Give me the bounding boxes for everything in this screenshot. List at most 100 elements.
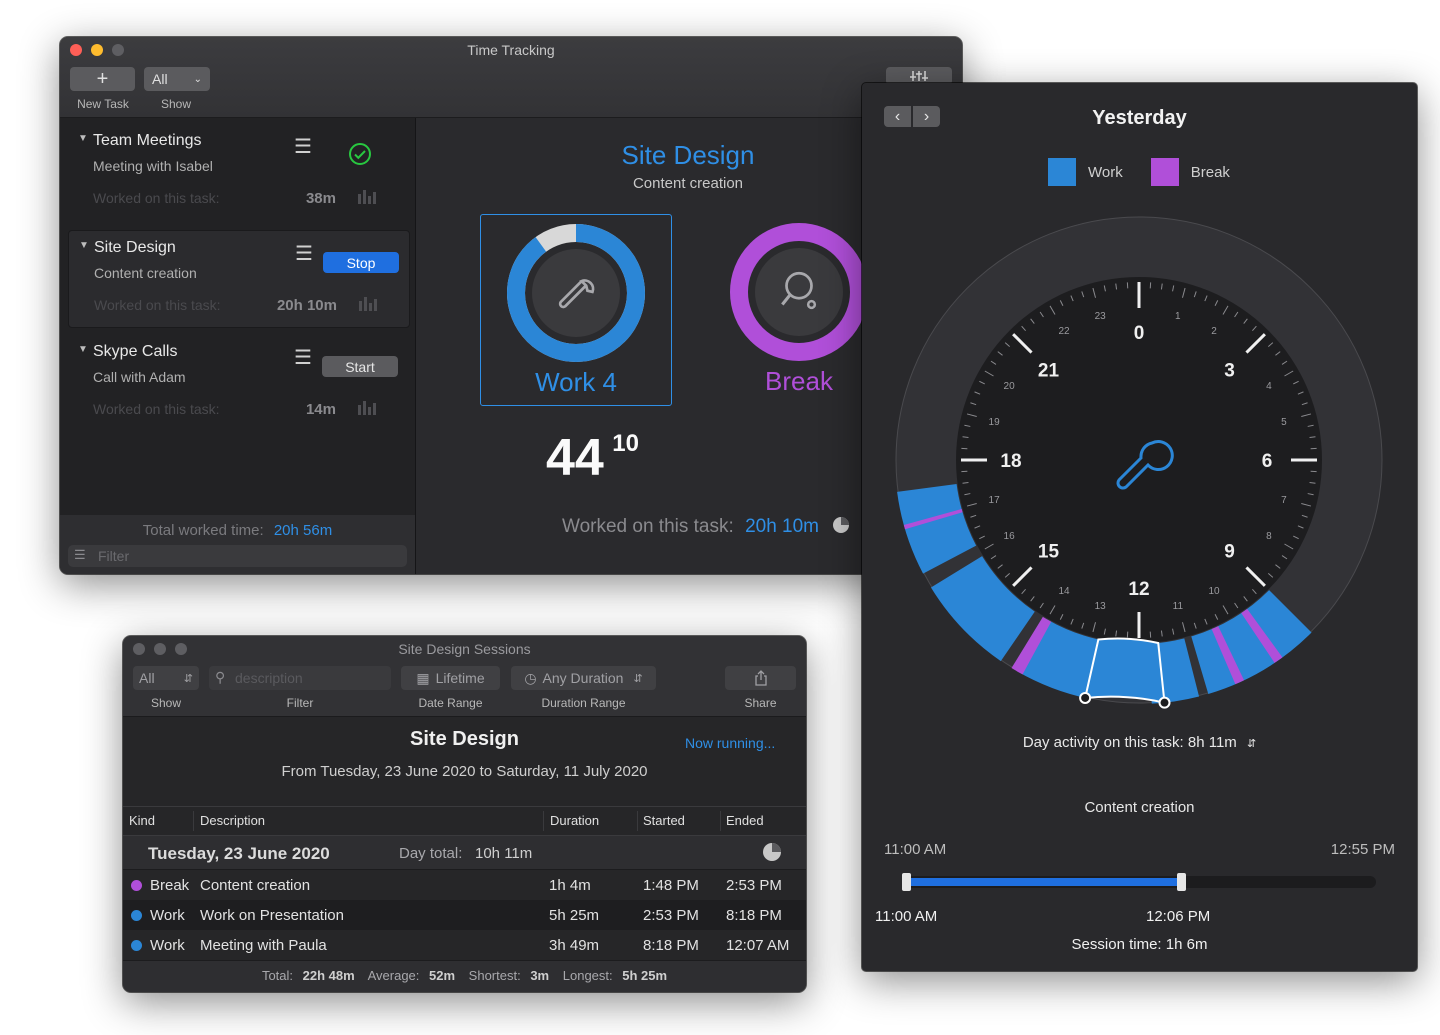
task-duration: 20h 10m [276,297,337,314]
pie-chart-icon[interactable] [762,842,782,862]
show-select[interactable]: All ⇵ [133,666,199,690]
disclosure-triangle-icon[interactable]: ▼ [78,133,88,144]
task-name: Site Design [94,239,176,256]
clock-tick [970,402,977,406]
menu-icon[interactable]: ☰ [294,136,312,158]
slider-handle-end[interactable] [1176,873,1186,891]
description-filter[interactable]: ⚲ description [209,666,391,690]
table-row[interactable]: Work Meeting with Paula 3h 49m 8:18 PM 1… [123,930,806,960]
column-started[interactable]: Started [643,813,685,828]
column-kind[interactable]: Kind [129,813,156,828]
popover-title: Yesterday [1092,107,1187,129]
mixer-button[interactable] [886,67,952,85]
checkmark-icon[interactable] [348,142,372,166]
session-start-handle[interactable] [1158,696,1171,709]
date-range-button[interactable]: ▦ Lifetime [401,666,500,690]
work-tile[interactable]: Work 4 [480,214,672,406]
activity-segment[interactable] [1241,608,1283,663]
task-item[interactable]: ▼ Team Meetings Meeting with Isabel ☰ Wo… [68,124,408,220]
task-item[interactable]: ▼ Skype Calls Call with Adam ☰ Start Wor… [68,335,408,431]
previous-day-button[interactable]: ‹ [884,106,911,127]
cell-description: Content creation [200,877,311,894]
cell-duration: 3h 49m [549,937,600,954]
table-row[interactable]: Break Content creation 1h 4m 1:48 PM 2:5… [123,870,806,900]
show-select[interactable]: All ⌄ [144,67,210,91]
column-ended[interactable]: Ended [726,813,764,828]
day-total-value: 10h 11m [475,845,533,862]
share-button[interactable] [725,666,796,690]
activity-segment[interactable] [903,509,963,530]
start-button[interactable]: Start [322,356,398,377]
activity-segment[interactable] [1011,616,1052,675]
column-divider [720,811,721,831]
stop-button[interactable]: Stop [323,252,399,273]
search-icon: ⚲ [215,669,226,685]
kind-dot [131,880,142,891]
task-item[interactable]: ▼ Site Design Content creation ☰ Stop Wo… [68,230,410,328]
clock-tick [1275,564,1281,569]
timer-seconds: 10 [612,430,639,457]
activity-segment[interactable] [897,484,977,574]
disclosure-triangle-icon[interactable]: ▼ [78,344,88,355]
stepper-icon: ⇵ [633,672,643,685]
now-running-link[interactable]: Now running... [685,735,776,751]
close-button[interactable] [133,643,145,655]
column-divider [637,811,638,831]
session-start: 11:00 AM [875,908,938,925]
bar-chart-icon[interactable] [358,188,378,204]
session-description: Content creation [1084,799,1195,816]
bar-chart-icon[interactable] [358,399,378,415]
cell-started: 1:48 PM [643,877,699,894]
clock-tick [1004,573,1011,578]
new-task-button[interactable]: + [70,67,135,91]
clock-tick [964,424,971,427]
column-description[interactable]: Description [200,813,266,828]
activity-segment[interactable] [1211,626,1245,685]
clock-tick [990,555,997,560]
clock-minor-label: 1 [1175,311,1181,322]
menu-icon[interactable]: ☰ [294,347,312,369]
menu-icon[interactable]: ☰ [295,243,313,265]
bar-chart-icon[interactable] [359,295,379,311]
clock-tick [1092,287,1097,298]
clock-tick [1039,311,1044,318]
task-duration: 38m [305,190,336,207]
clock-tick [1234,311,1239,318]
worked-on-task-label: Worked on this task: [562,516,734,537]
selected-session-segment[interactable] [1083,637,1166,704]
clock-tick [962,481,969,484]
duration-range-select[interactable]: ◷ Any Duration ⇵ [511,666,656,690]
activity-segment[interactable] [1191,590,1312,694]
activity-segment[interactable] [930,556,1035,662]
yesterday-popover: ‹ › Yesterday Work Break 0 3 6 9 12 15 18 21 1 2 4… [862,83,1417,971]
clock-minor-label: 2 [1211,326,1217,337]
filter-field[interactable]: ☰ Filter [68,545,407,567]
clock-tick [1070,618,1074,625]
break-tile[interactable]: Break [704,214,864,404]
session-end-handle[interactable] [1079,691,1092,704]
minimize-button[interactable] [154,643,166,655]
clock-tick [1181,287,1186,298]
timer-minutes: 44 [546,429,604,487]
column-duration[interactable]: Duration [550,813,600,828]
clock-tick [1049,305,1056,315]
window-controls [70,44,124,56]
table-row[interactable]: Work Work on Presentation 5h 25m 2:53 PM… [123,900,806,930]
clock-tick [1021,588,1026,595]
total-value: 22h 48m [302,968,355,983]
break-label: Break [765,366,833,396]
pie-chart-icon[interactable] [832,516,850,534]
day-activity[interactable]: Day activity on this task: 8h 11m ⇵ [862,734,1417,751]
zoom-button[interactable] [112,44,124,56]
slider-handle-start[interactable] [902,873,911,891]
work-label: Work 4 [535,367,617,397]
clock-tick [997,564,1003,569]
next-day-button[interactable]: › [913,106,940,127]
session-slider[interactable] [902,873,1376,891]
minimize-button[interactable] [91,44,103,56]
close-button[interactable] [70,44,82,56]
clock-minor-label: 14 [1058,586,1070,597]
disclosure-triangle-icon[interactable]: ▼ [79,240,89,251]
zoom-button[interactable] [175,643,187,655]
